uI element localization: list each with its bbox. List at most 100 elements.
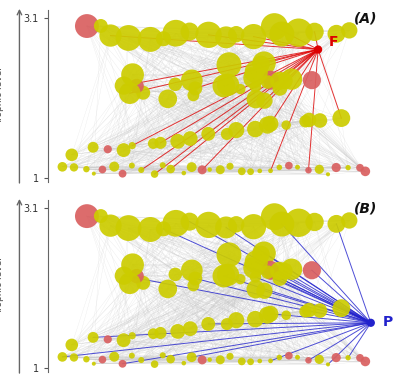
Point [125,35,132,41]
Point [187,136,194,142]
Point [160,226,167,232]
Point [256,168,263,174]
Point [205,32,212,38]
Point [250,224,257,230]
Point [227,163,233,169]
Point [267,168,274,174]
Point [253,259,260,265]
Point [333,31,340,37]
Y-axis label: Trophic level: Trophic level [0,68,4,124]
Point [164,96,171,102]
Point [119,361,126,367]
Point [224,321,230,327]
Point [98,213,104,219]
Point [151,361,158,367]
Point [84,23,90,29]
Point [357,165,363,171]
Point [172,81,178,87]
Point [256,358,263,364]
Point [150,141,156,147]
Point [205,222,212,228]
Point [252,126,258,132]
Point [151,171,158,177]
Point [91,171,97,177]
Point [68,152,75,158]
Point [221,83,227,89]
Point [147,226,154,233]
Point [190,92,196,98]
Point [238,168,245,174]
Point [59,354,66,360]
Point [252,286,259,292]
Point [225,82,231,88]
Point [294,164,301,170]
Point [138,167,144,173]
Point [279,31,285,37]
Point [362,168,368,174]
Point [205,131,212,137]
Point [294,354,301,360]
Point [157,140,164,146]
Point [83,166,90,172]
Point [237,86,244,92]
Point [261,288,268,294]
Point [126,280,133,286]
Point [189,77,195,83]
Point [237,276,244,282]
Point [288,266,295,272]
Point [357,355,363,361]
Point [174,138,181,144]
Point [174,328,181,334]
Point [59,164,66,170]
Point [205,321,212,327]
Point [227,353,233,359]
Point [362,358,368,364]
Point [104,146,111,152]
Point [261,60,267,66]
Point [150,331,156,337]
Point [233,127,240,133]
Point [121,82,127,89]
Point [226,62,232,68]
Point [189,268,195,274]
Point [267,76,274,82]
Point [168,356,174,362]
Point [186,218,193,225]
Point [325,171,331,177]
Point [309,267,315,273]
Point [68,342,75,348]
Point [277,275,283,281]
Point [119,171,126,177]
Point [99,356,106,363]
Point [311,29,318,35]
Point [221,273,227,279]
Point [160,36,167,42]
Point [157,330,164,336]
Point [302,118,309,124]
Point [217,167,224,173]
Point [311,219,318,225]
Point [107,223,114,229]
Point [164,286,171,292]
Point [107,33,114,39]
Point [173,30,179,36]
Point [302,309,309,315]
Point [286,353,292,359]
Point [129,332,136,339]
Point [224,131,230,137]
Point [296,30,302,36]
Point [133,83,140,89]
Point [252,84,259,90]
Point [267,358,274,364]
Point [181,170,187,176]
Point [345,355,351,361]
Point [316,356,322,363]
Point [261,98,268,104]
Point [316,166,322,172]
Point [261,250,267,256]
Point [345,165,351,171]
Point [160,352,166,358]
Point [267,311,274,317]
Point [250,33,257,40]
Point [120,337,127,343]
